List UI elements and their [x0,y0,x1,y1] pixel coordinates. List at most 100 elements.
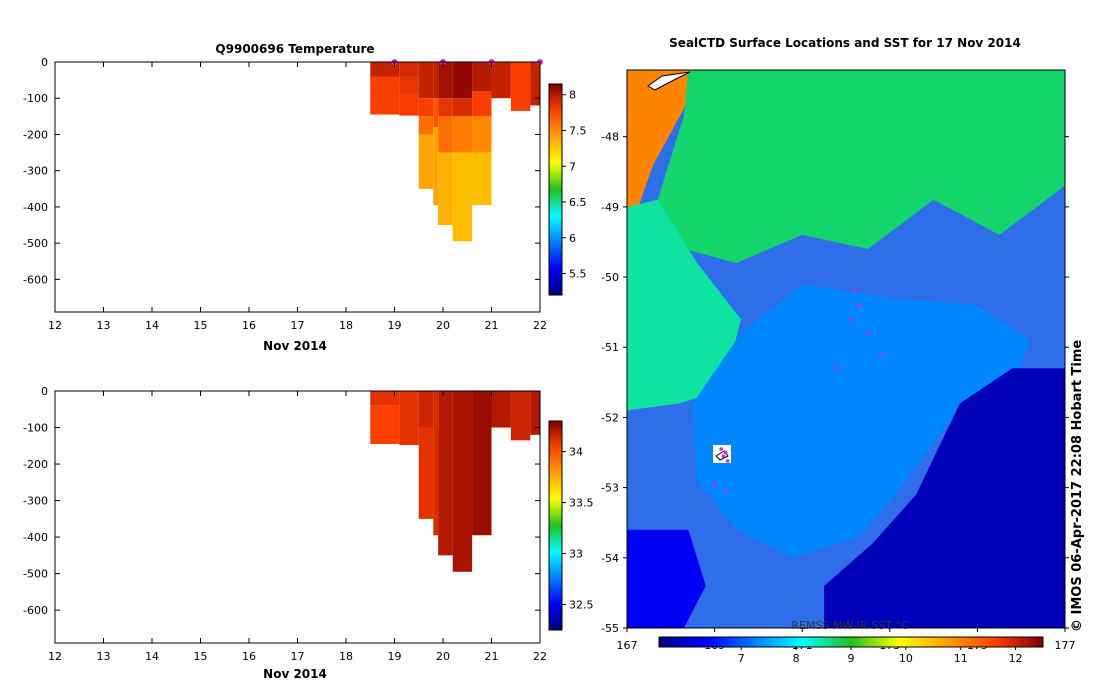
seal-location-point [852,289,857,293]
y-tick-label: -300 [23,495,48,508]
profile-cell [418,116,434,135]
temperature-colorbar [548,83,563,296]
colorbar-tick-label: 33.5 [569,497,594,510]
salinity-cells [370,391,540,572]
x-tick-label: 16 [242,319,256,332]
y-tick-label: -100 [23,92,48,105]
profile-cell [399,391,419,446]
colorbar-tick-label: 6 [569,232,576,245]
seal-location-point [725,459,730,463]
profile-cell [438,98,453,117]
temperature-x-label: Nov 2014 [263,339,327,353]
south-island-coast [647,71,691,91]
y-tick-label: -600 [23,273,48,286]
y-tick-label: -100 [23,422,48,435]
lat-tick-label: -51 [601,341,619,354]
x-tick-label: 15 [194,319,208,332]
y-tick-label: -400 [23,201,48,214]
profile-cell [491,62,511,99]
x-tick-label: 12 [48,319,62,332]
lat-tick-label: -48 [601,131,619,144]
x-tick-label: 17 [291,319,305,332]
profile-cell [418,427,434,519]
lat-tick-label: -54 [601,552,619,565]
x-tick-label: 14 [145,319,159,332]
profile-cell [370,391,400,406]
temperature-colorbar-ticks: 5.5 6 6.5 7 7.5 8 [562,89,587,281]
temperature-x-axis: 12 13 14 15 16 17 18 19 20 21 22 [48,62,547,332]
sst-region-southwest-cold [627,529,706,628]
profile-cell [433,127,439,206]
profile-cell [452,391,473,572]
temperature-title: Q9900696 Temperature [215,42,374,56]
sst-colorbar-tick-label: 7 [738,652,745,665]
profile-cell [438,152,453,226]
lat-tick-label: -53 [601,482,619,495]
colorbar-tick-label: 34 [569,446,583,459]
seal-location-point [712,482,717,486]
sst-colorbar-tick-label: 8 [793,652,800,665]
profile-cell [433,98,439,128]
x-tick-label: 16 [242,650,256,663]
imos-credit: © IMOS 06-Apr-2017 22:08 Hobart Time [1070,340,1085,632]
x-tick-label: 12 [48,650,62,663]
salinity-x-axis: 12 13 14 15 16 17 18 19 20 21 22 [48,391,547,663]
profile-cell [452,98,473,117]
x-tick-label: 15 [194,650,208,663]
profile-cell [418,62,434,99]
sst-colorbar-tick-label: 11 [954,652,968,665]
x-tick-label: 20 [436,650,450,663]
y-tick-label: -400 [23,531,48,544]
y-tick-label: -300 [23,165,48,178]
salinity-y-axis: 0 -100 -200 -300 -400 -500 -600 [23,385,540,617]
profile-cell [399,94,419,116]
lat-tick-label: -49 [601,201,619,214]
lon-tick-label: 177 [1055,639,1076,652]
sst-region-central [692,284,1030,558]
map-colorbar-title: REMSS MW-IR SST °C [791,619,909,632]
profile-cell [418,134,434,189]
colorbar-tick-label: 6.5 [569,196,587,209]
map-title: SealCTD Surface Locations and SST for 17… [669,36,1021,50]
profile-cell [452,116,473,153]
map-frame [626,69,1066,629]
x-tick-label: 22 [533,650,547,663]
salinity-panel: 12 13 14 15 16 17 18 19 20 21 22 0 -100 -200 -300 -400… [23,385,593,681]
seal-location-point [723,489,728,493]
profile-cell [433,391,439,536]
sst-region-west-band [627,199,741,411]
sst-colorbar-tick-label: 12 [1009,652,1023,665]
salinity-colorbar-ticks: 32.5 33 33.5 34 [562,446,594,612]
lat-tick-label: -52 [601,411,619,424]
salinity-x-label: Nov 2014 [263,667,327,681]
profile-cell [472,62,492,91]
seal-location-point [857,303,861,307]
profile-cell [510,391,531,441]
profile-cell [370,405,400,444]
x-tick-label: 19 [388,650,402,663]
profile-cell [452,62,473,99]
x-tick-label: 17 [291,650,305,663]
seal-location-point [835,366,840,371]
sst-colorbar-tick-label: 10 [899,652,913,665]
sst-map-panel: SealCTD Surface Locations and SST for 17… [601,36,1075,665]
seal-location-point [879,352,883,357]
x-tick-label: 13 [97,650,111,663]
sst-colorbar-ticks: 7 8 9 10 11 12 [738,647,1023,665]
profile-cell [399,62,419,77]
temperature-y-axis: 0 -100 -200 -300 -400 -500 -600 [23,56,540,286]
profile-cell [399,76,419,95]
lat-tick-label: -50 [601,271,619,284]
profile-cell [438,116,453,153]
colorbar-tick-label: 5.5 [569,268,587,281]
y-tick-label: -500 [23,237,48,250]
sst-region-north-central [657,70,1065,263]
profile-cell [472,391,492,536]
profile-cell [418,98,434,117]
y-tick-label: -600 [23,604,48,617]
profile-cell [433,62,439,99]
y-tick-label: -200 [23,128,48,141]
map-latitude-axis: -48 -49 -50 -51 -52 -53 -54 -55 [601,131,1069,635]
x-tick-label: 18 [339,319,353,332]
